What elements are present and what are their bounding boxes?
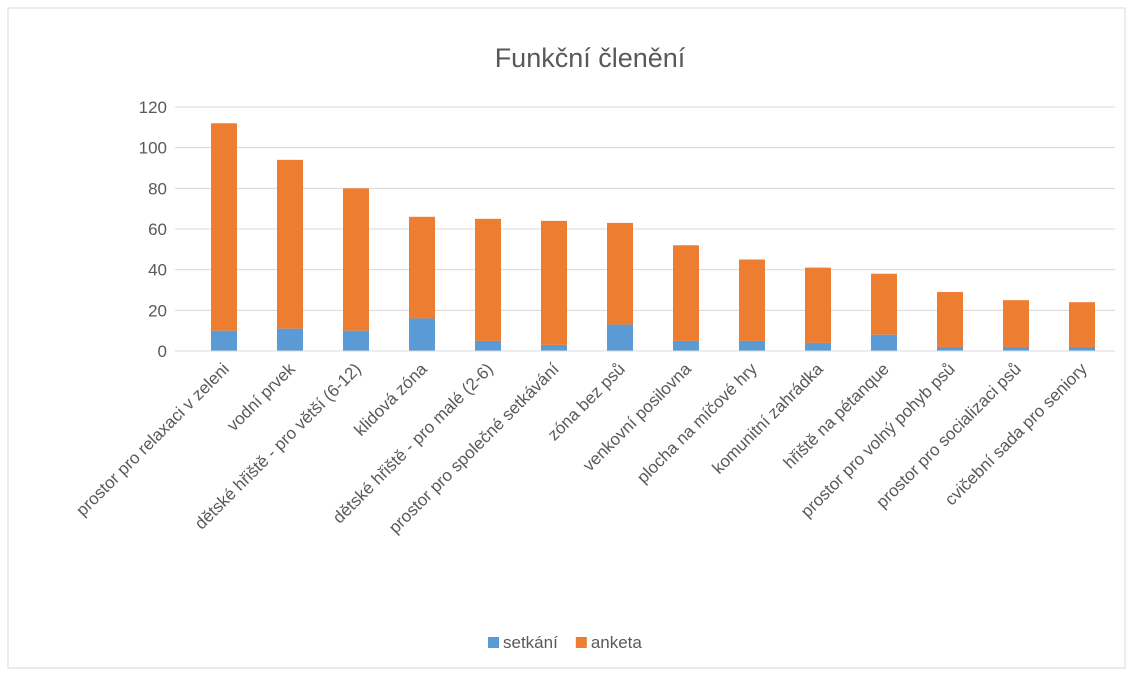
- legend-swatch: [488, 637, 499, 648]
- bar-segment: [805, 342, 831, 351]
- bar-segment: [211, 123, 237, 331]
- bar-segment: [871, 334, 897, 351]
- bar-segment: [937, 346, 963, 351]
- bar-segment: [475, 340, 501, 351]
- legend-label: anketa: [591, 633, 643, 652]
- bar-segment: [871, 273, 897, 335]
- y-tick-label: 100: [139, 139, 167, 158]
- bar-segment: [541, 344, 567, 351]
- bar-segment: [409, 216, 435, 319]
- bar-segment: [805, 267, 831, 343]
- bar-segment: [739, 340, 765, 351]
- y-tick-label: 60: [148, 220, 167, 239]
- bar-segment: [673, 245, 699, 341]
- y-tick-label: 120: [139, 98, 167, 117]
- bar-segment: [1069, 346, 1095, 351]
- bar-segment: [409, 318, 435, 351]
- bar-segment: [1069, 302, 1095, 347]
- bar-segment: [475, 218, 501, 341]
- bar-segment: [673, 340, 699, 351]
- bar-segment: [937, 292, 963, 347]
- bar-segment: [277, 328, 303, 351]
- y-tick-label: 0: [158, 342, 167, 361]
- y-tick-label: 20: [148, 301, 167, 320]
- bar-segment: [277, 159, 303, 329]
- bar-segment: [343, 330, 369, 351]
- bar-segment: [1003, 300, 1029, 347]
- bar-segment: [607, 324, 633, 351]
- bar-segment: [541, 220, 567, 345]
- legend-swatch: [575, 637, 587, 648]
- y-tick-label: 80: [148, 179, 167, 198]
- bar-segment: [211, 330, 237, 351]
- bar-segment: [607, 222, 633, 325]
- bar-segment: [739, 259, 765, 341]
- legend-label: setkání: [503, 633, 558, 652]
- y-tick-label: 40: [148, 261, 167, 280]
- chart-title: Funkční členění: [495, 43, 686, 73]
- bar-segment: [1003, 346, 1029, 351]
- bar-segment: [343, 188, 369, 331]
